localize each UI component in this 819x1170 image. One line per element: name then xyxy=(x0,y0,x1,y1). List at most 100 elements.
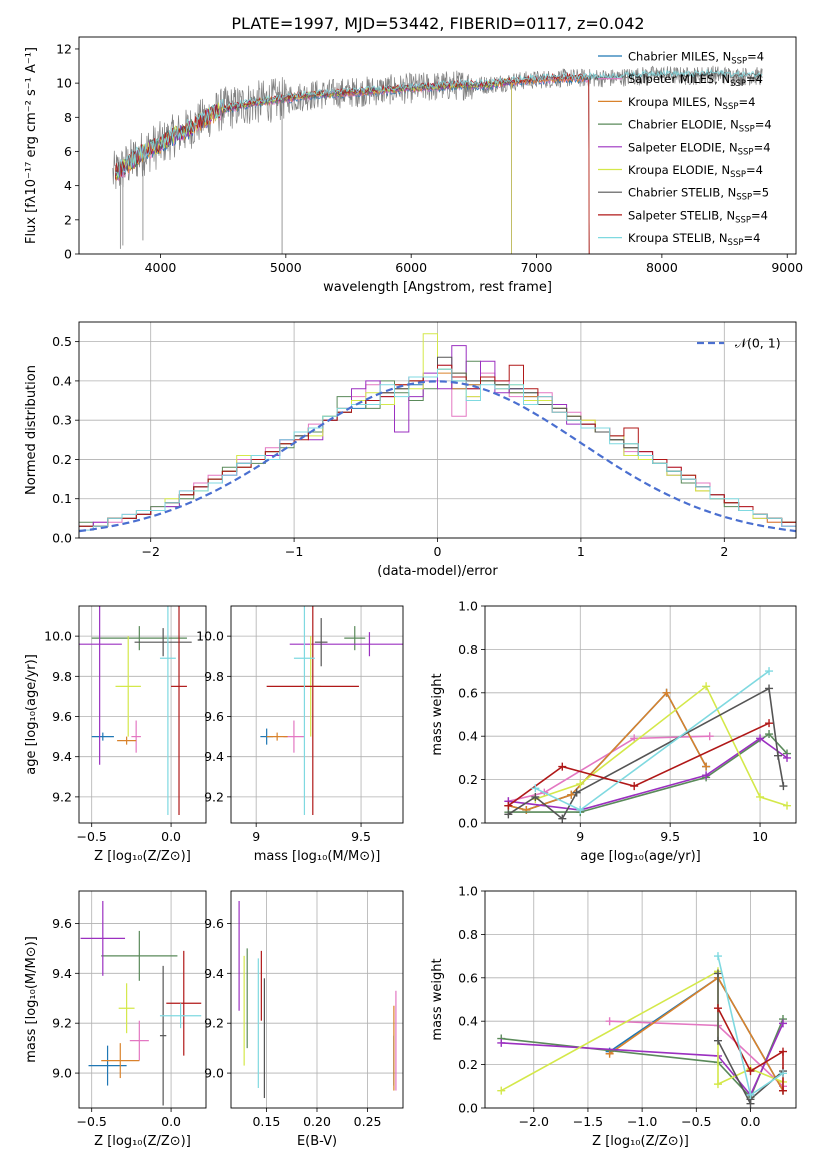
weight-marker xyxy=(783,753,792,762)
weight-marker xyxy=(778,1047,787,1056)
x-tick-label: 7000 xyxy=(521,260,553,275)
weight-marker xyxy=(572,788,581,797)
model-spectrum xyxy=(115,79,512,254)
legend-entry: Chabrier MILES, NSSP=4 xyxy=(628,50,764,67)
y-tick-label: 0.8 xyxy=(458,927,478,942)
errorbar-point xyxy=(159,1003,202,1029)
y-tick-label: 9.6 xyxy=(52,709,72,724)
x-axis-label: Z [log₁₀(Z/Z⊙)] xyxy=(592,1134,689,1149)
y-axis-label: Normed distribution xyxy=(24,365,39,495)
x-tick-label: −0.5 xyxy=(77,829,107,844)
weight_vs_z-series xyxy=(497,952,787,1108)
weight-marker xyxy=(746,1090,755,1099)
errorbar-point xyxy=(91,626,187,651)
y-tick-label: 10 xyxy=(56,76,72,91)
histogram-step xyxy=(79,364,796,527)
mass_vs_ebv-frame xyxy=(230,890,404,1109)
y-tick-label: 0.5 xyxy=(52,334,72,349)
y-tick-label: 9.2 xyxy=(52,789,72,804)
weight-marker xyxy=(504,810,513,819)
y-tick-label: 9.0 xyxy=(52,1066,72,1081)
x-tick-label: 0 xyxy=(434,544,442,559)
weight_vs_z-frame xyxy=(484,890,797,1109)
weight-marker xyxy=(713,969,722,978)
weight-marker xyxy=(531,792,540,801)
weight-marker xyxy=(576,805,585,814)
x-axis-label: (data-model)/error xyxy=(377,564,498,579)
x-axis-label: Z [log₁₀(Z/Z⊙)] xyxy=(94,1134,191,1149)
age_vs_mass-points xyxy=(260,606,403,815)
weight-marker xyxy=(765,684,774,693)
y-tick-label: 10.0 xyxy=(44,629,72,644)
weight-marker xyxy=(558,762,567,771)
x-axis-label: mass [log₁₀(M/M⊙)] xyxy=(254,849,381,864)
residuals-frame xyxy=(78,321,797,539)
y-tick-label: 10.0 xyxy=(196,629,224,644)
y-tick-label: 0.4 xyxy=(458,729,478,744)
plots-group: 4000 5000 6000 7000 8000 9000024681012wavelen… xyxy=(24,36,803,1149)
y-tick-label: 9.6 xyxy=(204,916,224,931)
weight-marker xyxy=(558,814,567,823)
age_vs_z-frame xyxy=(78,605,207,824)
x-tick-label: −1.5 xyxy=(573,1114,603,1129)
weight-line xyxy=(507,687,785,820)
x-tick-label: −1.0 xyxy=(627,1114,657,1129)
weight-marker xyxy=(702,762,711,771)
spectrum-axes: 4000 5000 6000 7000 8000 9000 0 2 4 6 8 10 12 wavelen… xyxy=(24,41,803,295)
x-tick-label: 9 xyxy=(576,829,584,844)
x-tick-label: 10 xyxy=(752,829,768,844)
errorbar-point xyxy=(129,1020,149,1061)
y-tick-label: 0.2 xyxy=(458,1057,478,1072)
y-tick-label: 0.0 xyxy=(458,816,478,831)
weight-marker xyxy=(662,688,671,697)
x-tick-label: −2 xyxy=(141,544,159,559)
normal-curve xyxy=(79,380,796,533)
weight-marker xyxy=(567,790,576,799)
legend-entry: Chabrier ELODIE, NSSP=4 xyxy=(628,118,772,135)
age_vs_mass-axes: 9 9.5 9.2 9.4 9.6 9.8 10.0 mass [log₁₀(M/M⊙)] xyxy=(196,606,403,864)
errorbar-point xyxy=(79,606,122,765)
y-tick-label: 9.8 xyxy=(204,669,224,684)
mass_vs_ebv-points xyxy=(238,900,397,1099)
errorbar-point xyxy=(80,900,126,976)
weight-marker xyxy=(756,734,765,743)
errorbar-point xyxy=(101,930,178,981)
weight-marker xyxy=(702,682,711,691)
model-spectrum xyxy=(115,68,763,178)
weight-marker xyxy=(765,730,774,739)
x-axis-label: age [log₁₀(age/yr)] xyxy=(580,849,701,864)
y-tick-label: 0.0 xyxy=(52,531,72,546)
weight-marker xyxy=(713,1080,722,1089)
y-tick-label: 0.8 xyxy=(458,642,478,657)
weight-marker xyxy=(779,782,788,791)
weight-marker xyxy=(783,801,792,810)
residual-histograms xyxy=(79,333,796,533)
weight_vs_z-axes: −2.0 −1.5 −1.0 −0.5 0.0 0.0 0.2 0.4 0.6 0.8 1.0 Z [… xyxy=(430,884,796,1149)
y-tick-label: 0.6 xyxy=(458,970,478,985)
legend-entry: Salpeter MILES, NSSP=4 xyxy=(628,72,763,89)
weight-line xyxy=(508,732,788,813)
y-tick-label: 9.4 xyxy=(52,749,72,764)
y-tick-label: 0.6 xyxy=(458,685,478,700)
errorbar-point xyxy=(289,632,403,657)
age_vs_mass-frame xyxy=(230,605,404,824)
weight-line xyxy=(508,691,707,811)
weight-marker xyxy=(713,952,722,961)
y-tick-label: 9.6 xyxy=(204,709,224,724)
x-tick-label: 1 xyxy=(577,544,585,559)
y-tick-label: 9.6 xyxy=(52,916,72,931)
weight-marker xyxy=(702,771,711,780)
x-tick-label: −0.5 xyxy=(77,1114,107,1129)
errorbar-point xyxy=(159,965,167,1106)
y-tick-label: 9.2 xyxy=(52,1016,72,1031)
y-tick-label: 0 xyxy=(64,247,72,262)
y-axis-label: age [log₁₀(age/yr)] xyxy=(24,654,39,775)
mass_vs_z-frame xyxy=(78,890,207,1109)
spectrum-legend: Chabrier MILES, NSSP=4 Salpeter MILES, NS… xyxy=(598,50,772,248)
legend-entry: Salpeter STELIB, NSSP=4 xyxy=(628,208,768,225)
weight-marker xyxy=(778,1069,787,1078)
x-tick-label: 0.0 xyxy=(741,1114,761,1129)
y-axis-label: mass weight xyxy=(430,673,445,755)
histogram-step xyxy=(79,368,796,531)
weight-marker xyxy=(778,1086,787,1095)
